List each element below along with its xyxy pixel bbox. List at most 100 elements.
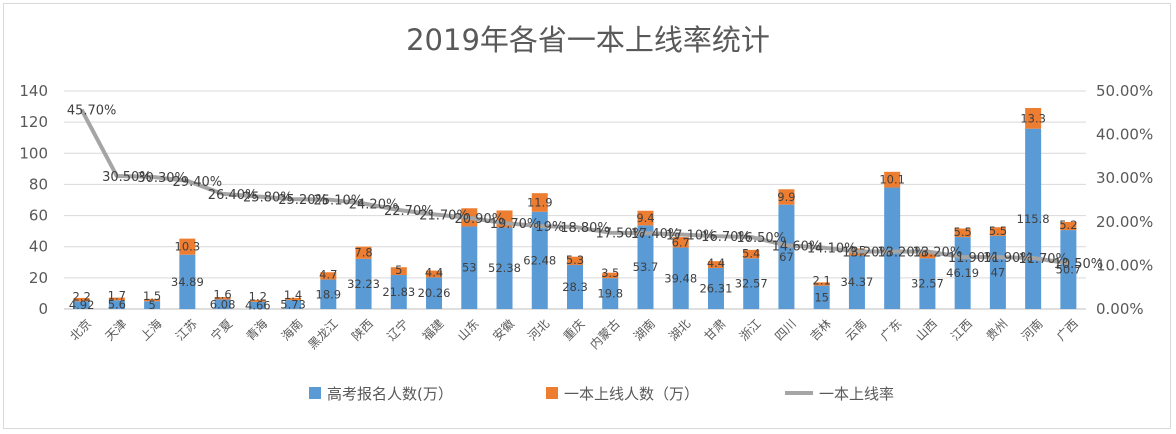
bar-registrants — [461, 226, 478, 309]
bar-tier1-label: 5.2 — [1059, 218, 1077, 232]
bar-tier1-label: 4.7 — [319, 268, 337, 282]
bar-tier1-label: 4.4 — [707, 256, 725, 270]
y-left-tick-label: 140 — [19, 82, 48, 100]
y-left-tick-label: 80 — [29, 175, 48, 193]
bar-registrants-label: 21.83 — [382, 285, 415, 299]
rate-line — [79, 108, 1069, 266]
bar-registrants-label: 46.19 — [946, 266, 979, 280]
y-axis-right: 0.00% 10.00% 20.00% 30.00% 40.00% 50.00% — [1096, 82, 1153, 318]
bar-registrants-label: 5.6 — [108, 298, 126, 312]
rate-label: 11.90% — [983, 251, 1033, 266]
rate-label: 24.20% — [349, 197, 399, 212]
bar-registrants-label: 115.8 — [1017, 212, 1050, 226]
bar-tier1 — [567, 256, 583, 265]
bar-tier1-label: 1.6 — [213, 288, 231, 302]
y-right-tick-label: 20.00% — [1096, 213, 1153, 231]
rate-label: 13.20% — [877, 245, 927, 260]
bar-registrants-label: 20.26 — [418, 286, 451, 300]
rate-label: 14.10% — [807, 242, 857, 257]
bar-tier1 — [1025, 107, 1042, 129]
bar-tier1-label: 7.8 — [354, 246, 372, 260]
bar-registrants — [108, 300, 125, 309]
category-label: 内蒙古 — [587, 316, 623, 352]
y-left-tick-label: 100 — [19, 144, 48, 162]
bar-tier1 — [73, 297, 90, 302]
bar-registrants-label: 32.23 — [347, 277, 380, 291]
y-left-tick-label: 0 — [38, 300, 48, 318]
bar-registrants — [919, 258, 936, 309]
y-right-tick-label: 10.00% — [1096, 256, 1153, 274]
bar-registrants-label: 4.92 — [69, 298, 95, 312]
bar-tier1-label: 11.9 — [527, 195, 553, 209]
rate-label: 45.70% — [67, 104, 117, 119]
bar-tier1 — [179, 238, 196, 255]
bar-registrants-label: 32.57 — [911, 277, 944, 291]
rate-line-group: 45.70% 30.50%30.30%29.40%26.40%25.80%25.2… — [67, 104, 1103, 272]
bar-registrants — [884, 187, 901, 309]
category-label: 广东 — [878, 317, 905, 344]
category-label: 辽宁 — [384, 316, 412, 344]
bar-tier1 — [778, 189, 795, 205]
bar-registrants — [743, 258, 760, 309]
bar-registrants-label: 34.89 — [171, 275, 204, 289]
rate-label: 30.30% — [137, 171, 187, 186]
bar-group: 4.922.25.61.751.534.8910.36.081.64.661.2… — [69, 107, 1082, 312]
bar-tier1-label: 2.2 — [72, 289, 90, 303]
bar-registrants — [426, 277, 443, 309]
bar-tier1-label: 5 — [395, 263, 402, 277]
bar-registrants-label: 52.38 — [488, 261, 521, 275]
rate-label: 13.20% — [913, 245, 963, 260]
bar-tier1-label: 13.3 — [1020, 111, 1046, 125]
bar-registrants — [848, 255, 865, 309]
bar-tier1-label: 5.5 — [954, 225, 972, 239]
legend-swatch — [546, 387, 558, 399]
rate-label: 26.40% — [208, 188, 258, 203]
rate-label: 29.40% — [173, 175, 223, 190]
bar-registrants-label: 19.8 — [597, 287, 623, 301]
category-label: 河北 — [525, 317, 552, 344]
bar-tier1 — [743, 249, 760, 259]
rate-label: 14.60% — [772, 239, 822, 254]
bar-tier1 — [813, 282, 830, 286]
bar-registrants — [1060, 230, 1077, 309]
category-label: 青海 — [243, 316, 271, 344]
category-label: 海南 — [278, 316, 306, 344]
bar-tier1-label: 10.3 — [175, 240, 201, 254]
rate-label: 25.20% — [278, 193, 328, 208]
bar-registrants-label: 50.7 — [1056, 263, 1082, 277]
legend-label: 高考报名人数(万） — [327, 385, 453, 403]
category-label: 黑龙江 — [305, 317, 340, 352]
category-label: 广西 — [1054, 317, 1081, 344]
bar-tier1 — [919, 250, 936, 259]
y-left-tick-label: 120 — [19, 113, 48, 131]
bar-registrants-label: 47 — [991, 265, 1006, 279]
bar-tier1 — [637, 210, 654, 226]
category-label: 安徽 — [489, 316, 517, 344]
bar-registrants-label: 18.9 — [316, 287, 342, 301]
category-label: 云南 — [842, 316, 870, 344]
rate-label: 21.70% — [419, 208, 469, 223]
category-label: 甘肃 — [702, 317, 729, 344]
chart-title: 2019年各省一本上线率统计 — [406, 23, 770, 57]
bar-registrants — [355, 258, 372, 309]
rate-label: 16.50% — [736, 231, 786, 246]
bar-registrants — [813, 285, 830, 309]
bar-registrants-label: 4.66 — [245, 298, 271, 312]
bar-tier1 — [707, 261, 724, 269]
rate-label: 10.50% — [1054, 257, 1104, 272]
rate-label: 25.80% — [243, 191, 293, 206]
category-label: 浙江 — [737, 317, 764, 344]
category-label: 四川 — [772, 317, 799, 344]
bar-tier1 — [108, 297, 125, 301]
bar-registrants-label: 67 — [779, 250, 794, 264]
bar-registrants-label: 34.37 — [840, 275, 873, 289]
category-label: 天津 — [102, 317, 129, 344]
rate-label: 20.90% — [454, 212, 504, 227]
bar-tier1 — [954, 228, 971, 238]
y-axis-left: 0 20 40 60 80 100 120 140 — [19, 82, 48, 318]
category-label: 河南 — [1018, 316, 1046, 344]
category-label: 湖南 — [630, 316, 658, 344]
bar-registrants — [707, 268, 724, 309]
y-left-tick-label: 60 — [29, 207, 48, 225]
bar-registrants-label: 5.73 — [280, 298, 306, 312]
